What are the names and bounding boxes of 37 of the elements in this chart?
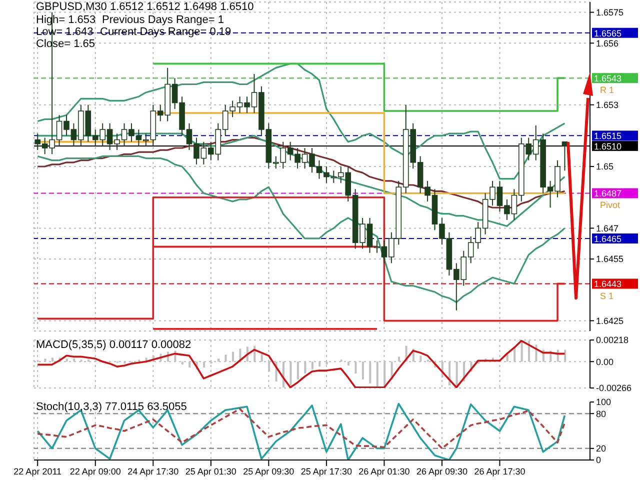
chart-title: MACD(5,35,5) 0.00117 0.00082 <box>36 339 192 351</box>
y-tick-label: 1.6455 <box>596 254 624 264</box>
text: R 1 <box>600 85 614 95</box>
y-tick-label: 0.00 <box>596 356 614 367</box>
text: S 1 <box>600 291 614 301</box>
y-tick-label: 1.647 <box>596 223 619 234</box>
ref-line-label: 1.6443 <box>594 279 622 290</box>
ref-line-label: 1.6565 <box>594 28 622 38</box>
x-tick-label: 22 Apr 09:00 <box>70 466 121 476</box>
ref-line-label: 1.6465 <box>594 234 622 244</box>
y-tick-label: 1.6575 <box>596 7 624 18</box>
x-tick-label: 24 Apr 17:30 <box>128 466 179 476</box>
y-tick-label: -0.00266 <box>596 383 632 394</box>
y-tick-label: 20 <box>596 444 606 454</box>
x-tick-label: 25 Apr 01:30 <box>185 466 236 476</box>
y-tick-label: 1.656 <box>596 38 619 48</box>
y-tick-label: 1.65 <box>596 162 614 172</box>
text: Pivot <box>600 200 620 210</box>
annotation: Previous Days Range= 1 <box>102 14 224 26</box>
chart-title: GBPUSD,M30 1.6512 1.6512 1.6498 1.6510 <box>36 1 254 13</box>
y-tick-label: 100 <box>596 397 612 408</box>
x-tick-label: 26 Apr 09:30 <box>416 466 468 476</box>
ref-line-label: 1.6487 <box>594 188 622 199</box>
y-tick-label: 80 <box>596 408 606 419</box>
x-tick-label: 22 Apr 2011 <box>14 466 62 476</box>
x-tick-label: 26 Apr 01:30 <box>358 466 410 476</box>
x-tick-label: 25 Apr 09:30 <box>243 466 294 476</box>
x-tick-label: 25 Apr 17:30 <box>300 466 352 476</box>
y-tick-label: 1.6425 <box>596 316 624 326</box>
x-tick-label: 26 Apr 17:30 <box>474 466 526 476</box>
y-tick-label: 0.00218 <box>596 335 629 346</box>
y-tick-label: 1.653 <box>596 100 619 110</box>
chart-title: Stoch(10,3,3) 77.0115 63.5055 <box>36 401 187 413</box>
ref-line-label: 1.6543 <box>594 74 622 84</box>
y-tick-label: 0 <box>596 455 602 466</box>
ref-line-label: 1.6510 <box>594 141 622 152</box>
ref-line-label: 1.6515 <box>594 131 622 142</box>
